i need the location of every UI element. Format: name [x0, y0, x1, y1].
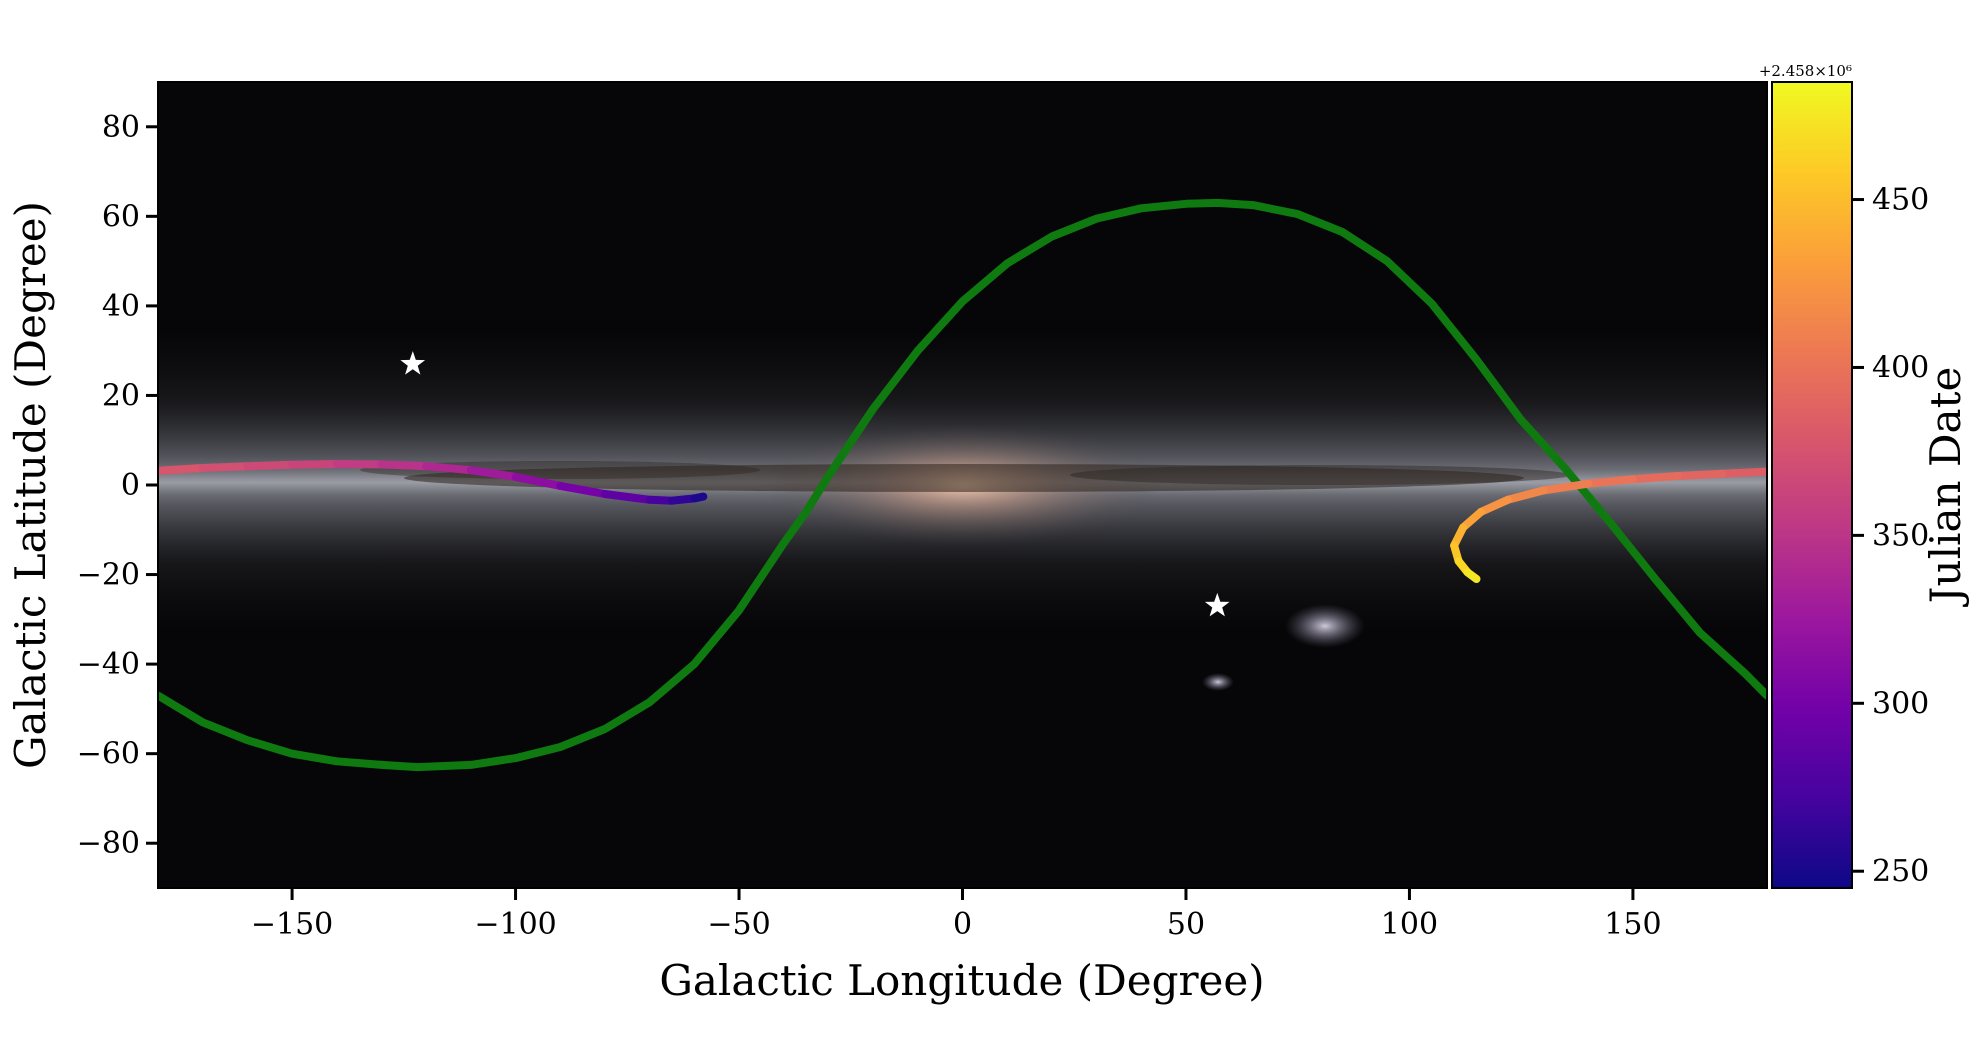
x-tick-label: −50	[707, 907, 770, 942]
colorbar-tick-label: 450	[1872, 183, 1929, 218]
star-marker-0	[400, 351, 426, 375]
x-tick-label: −100	[474, 907, 556, 942]
track-segment-2-1	[1673, 469, 1727, 480]
track-segment-1-6	[422, 462, 475, 475]
track-segment-1-7	[466, 466, 520, 481]
track-segment-2-0	[1718, 467, 1767, 478]
x-tick-label: −150	[251, 907, 333, 942]
x-axis-ticks: −150 −100 −50 0 50 100 150	[251, 888, 1662, 942]
y-tick-label: 40	[102, 289, 140, 324]
y-tick-label: 80	[102, 110, 140, 145]
colorbar: 250 300 350 400 450 +2.458×10⁶ Julian Date	[1759, 62, 1970, 889]
ecliptic-curve	[158, 198, 1767, 772]
colorbar-tick-label: 400	[1872, 350, 1929, 385]
track-segment-1-3	[288, 460, 341, 469]
star-marker-1	[1204, 592, 1230, 617]
track-segment-1-8	[511, 472, 565, 490]
y-axis-label: Galactic Latitude (Degree)	[6, 201, 55, 769]
track-segment-2-3	[1584, 475, 1637, 488]
track-segment-2-6	[1477, 495, 1512, 516]
y-tick-label: 0	[121, 468, 140, 503]
milky-way-sky-background	[158, 82, 1767, 888]
x-tick-label: 50	[1167, 907, 1205, 942]
track-segment-1-1	[198, 462, 252, 472]
colorbar-tick-label: 350	[1872, 518, 1929, 553]
data-series	[158, 198, 1767, 772]
large-magellanic-cloud	[1285, 604, 1365, 648]
track-segment-2-5	[1503, 486, 1548, 504]
y-tick-label: −20	[77, 558, 140, 593]
x-tick-label: 100	[1381, 907, 1438, 942]
track-segment-1-5	[377, 460, 431, 471]
colorbar-tick-label: 300	[1872, 686, 1929, 721]
colorbar-label: Julian Date	[1921, 367, 1970, 608]
y-tick-label: 60	[102, 199, 140, 234]
x-tick-label: 150	[1604, 907, 1661, 942]
track-segment-1-13	[690, 492, 708, 503]
colorbar-ticks: 250 300 350 400 450	[1852, 183, 1929, 889]
track-segment-1-0	[158, 464, 207, 475]
y-tick-label: −80	[77, 826, 140, 861]
track-segment-1-9	[556, 481, 609, 498]
track-segment-2-2	[1628, 472, 1682, 484]
y-tick-label: 20	[102, 378, 140, 413]
colorbar-offset-text: +2.458×10⁶	[1759, 62, 1852, 80]
y-tick-label: −60	[77, 737, 140, 772]
track-segment-2-4	[1539, 479, 1593, 495]
small-magellanic-cloud	[1202, 673, 1234, 691]
track-segment-1-2	[243, 460, 297, 471]
x-tick-label: 0	[953, 907, 972, 942]
track-segment-1-10	[600, 490, 654, 504]
star-markers	[400, 351, 1230, 617]
colorbar-fill	[1771, 81, 1853, 889]
track-segment-2-11	[1463, 568, 1481, 583]
x-axis-label: Galactic Longitude (Degree)	[659, 956, 1264, 1005]
y-axis-ticks: −80 −60 −40 −20 0 20 40 60 80	[77, 110, 158, 861]
colorbar-tick-label: 250	[1872, 854, 1929, 889]
y-tick-label: −40	[77, 647, 140, 682]
